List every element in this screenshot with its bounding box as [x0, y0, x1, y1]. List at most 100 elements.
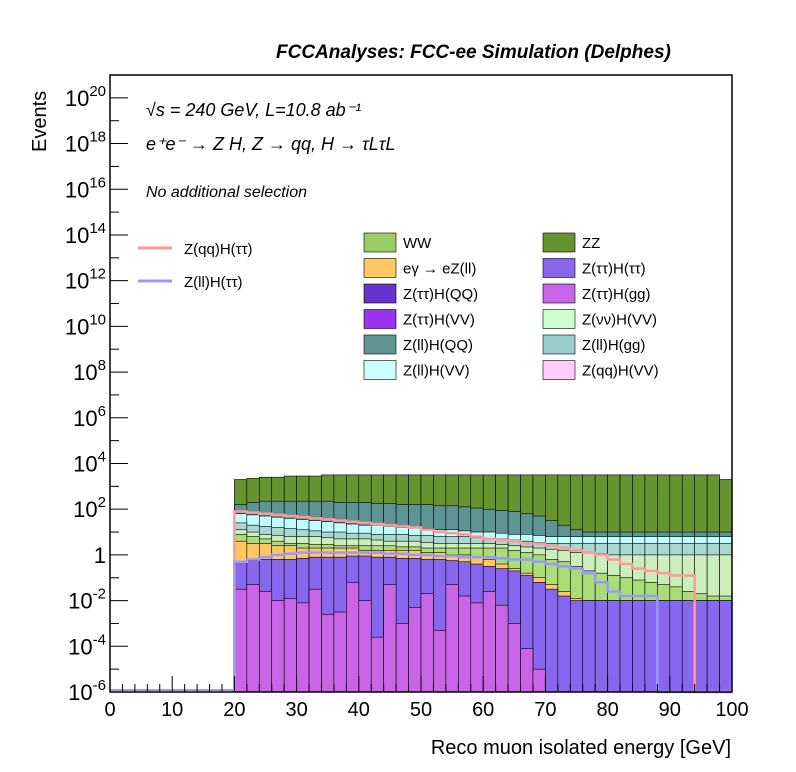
histogram-bar — [246, 584, 260, 693]
legend-fill-label: Z(ll)H(QQ) — [403, 337, 473, 354]
y-tick-label: 1016 — [65, 174, 106, 202]
legend-fill-label: Z(νν)H(VV) — [582, 312, 657, 329]
energy-label: √s = 240 GeV, L=10.8 ab⁻¹ — [146, 100, 362, 120]
y-tick-label: 1014 — [65, 220, 106, 248]
histogram-bar — [644, 600, 658, 693]
histogram-bar — [520, 648, 534, 693]
legend-fill-label: Z(ττ)H(VV) — [403, 312, 475, 329]
histogram-bar — [420, 593, 434, 693]
x-tick-label: 20 — [223, 699, 245, 721]
histogram-bar — [619, 600, 633, 693]
histogram-bar — [719, 600, 733, 693]
histogram-bar — [507, 623, 521, 693]
y-axis-label: Events — [29, 91, 51, 152]
legend-fill-label: Z(ττ)H(gg) — [582, 286, 651, 303]
histogram-bar — [358, 600, 372, 693]
x-tick-label: 70 — [534, 699, 556, 721]
histogram-bar — [370, 636, 384, 693]
x-axis-ticks: 0 10 20 30 40 50 60 70 80 90 100 — [104, 676, 749, 721]
x-tick-label: 0 — [104, 699, 115, 721]
legend-line-label: Z(qq)H(ττ) — [184, 241, 253, 258]
histogram-bar — [271, 600, 285, 693]
histogram-bar — [408, 607, 422, 693]
y-tick-label: 1 — [94, 543, 106, 568]
histogram-bar — [545, 588, 559, 693]
histogram-bar — [557, 595, 571, 693]
legend-fill-label: eγ → eZ(ll) — [403, 261, 476, 278]
histogram-bar — [669, 600, 683, 693]
histogram-bar — [445, 584, 459, 693]
histogram-bar — [234, 588, 248, 693]
y-tick-label: 10-6 — [68, 677, 106, 705]
x-tick-label: 100 — [715, 699, 748, 721]
legend-fill-label: Z(ll)H(VV) — [403, 363, 470, 380]
histogram-bar — [383, 584, 397, 693]
legend-fill-swatch — [542, 258, 576, 278]
legend-fill-label: Z(ll)H(gg) — [582, 337, 645, 354]
legend-fill-swatch — [542, 283, 576, 304]
x-tick-label: 10 — [161, 699, 183, 721]
legend-fill-swatch — [542, 232, 576, 253]
histogram-bar — [594, 600, 608, 693]
histogram-bar — [395, 623, 409, 693]
x-tick-label: 90 — [659, 699, 681, 721]
y-tick-label: 10-2 — [68, 586, 106, 614]
histogram-bar — [333, 611, 347, 693]
y-tick-label: 106 — [73, 403, 106, 431]
y-tick-label: 1012 — [65, 266, 106, 294]
histogram-bar — [321, 614, 335, 693]
process-label: e⁺e⁻ → Z H, Z → qq, H → τLτL — [146, 134, 396, 154]
histogram-bar — [582, 600, 596, 693]
x-tick-label: 40 — [348, 699, 370, 721]
legend-fill-swatch — [363, 258, 397, 278]
y-tick-label: 102 — [73, 494, 106, 522]
legend-fill-label: WW — [403, 235, 432, 252]
legend: Z(qq)H(ττ) Z(ll)H(ττ) WW ZZ eγ → eZ(ll) Z(ττ)… — [138, 232, 659, 380]
y-tick-label: 1018 — [65, 129, 106, 157]
histogram-bar — [296, 602, 310, 693]
histogram-bar — [569, 600, 584, 693]
legend-fill-swatch — [542, 360, 576, 380]
y-axis-ticks: 10-6 10-4 10-2 1 102 104 106 108 1010 1012 1014 101… — [65, 74, 128, 705]
stacked-bars — [110, 474, 733, 693]
histogram-bar — [532, 668, 546, 693]
histogram-bar — [258, 591, 273, 693]
histogram-bar — [607, 600, 621, 693]
histogram-bar — [470, 602, 484, 693]
histogram-bar — [458, 595, 472, 693]
y-tick-label: 10-4 — [68, 631, 106, 659]
legend-fill-swatch — [542, 334, 576, 355]
histogram-bar — [433, 629, 447, 693]
chart-title: FCCAnalyses: FCC-ee Simulation (Delphes) — [276, 42, 671, 63]
legend-fill-label: Z(ττ)H(ττ) — [582, 261, 646, 278]
signal-line — [233, 551, 732, 694]
legend-fill-swatch — [363, 334, 397, 355]
y-tick-label: 108 — [73, 357, 106, 385]
legend-line-label: Z(ll)H(ττ) — [184, 274, 243, 291]
legend-fill-swatch — [363, 232, 397, 253]
legend-fill-label: ZZ — [582, 235, 600, 252]
legend-fill-label: Z(qq)H(VV) — [582, 363, 659, 380]
signal-lines — [233, 510, 732, 694]
y-tick-label: 1020 — [65, 83, 106, 111]
x-tick-label: 30 — [285, 699, 307, 721]
histogram-bar — [632, 600, 646, 693]
histogram-bar — [346, 582, 360, 693]
histogram-bar — [308, 588, 322, 693]
x-tick-label: 50 — [410, 699, 432, 721]
histogram-bar — [283, 598, 297, 693]
legend-fill-swatch — [363, 360, 397, 380]
histogram-bar — [706, 600, 720, 693]
x-tick-label: 80 — [596, 699, 618, 721]
histogram-bar — [681, 600, 695, 693]
histogram-bar — [482, 591, 496, 693]
legend-fill-label: Z(ττ)H(QQ) — [403, 286, 478, 303]
histogram-bar — [657, 600, 671, 693]
signal-line — [233, 510, 732, 694]
histogram-bar — [495, 604, 509, 693]
histogram-bar — [694, 600, 708, 693]
y-tick-label: 104 — [73, 448, 106, 476]
legend-fill-swatch — [542, 309, 576, 329]
